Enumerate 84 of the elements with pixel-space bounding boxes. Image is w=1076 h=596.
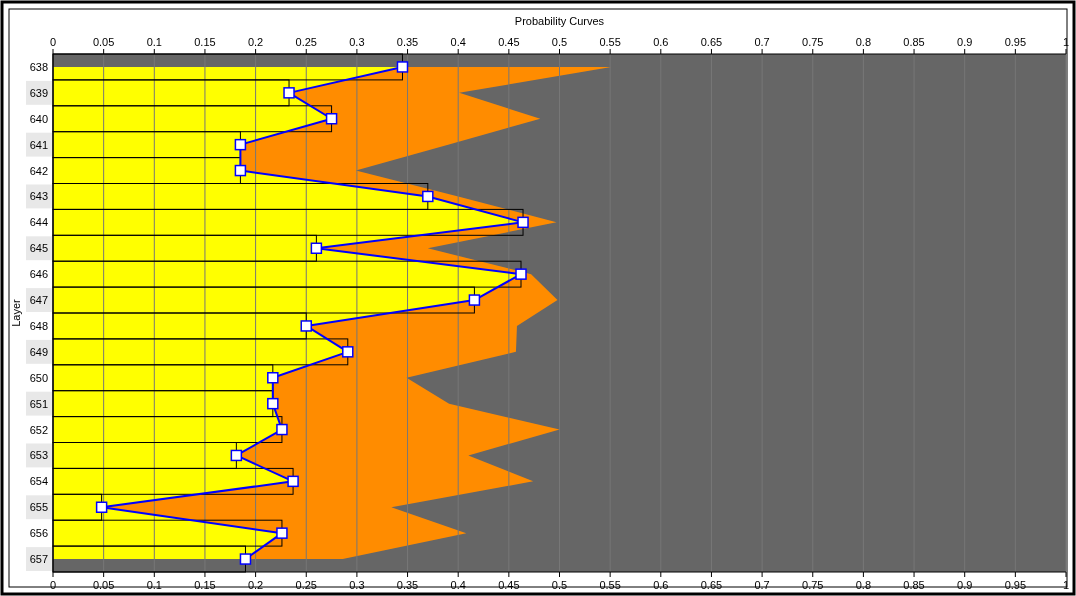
x2-tick-label: 0.4: [450, 579, 466, 591]
x2-tick-label: 0.35: [396, 579, 419, 591]
point: [276, 423, 288, 436]
point: [95, 501, 108, 513]
y-tick-label: 645: [29, 242, 48, 255]
x-tick-label: 1: [1062, 36, 1070, 48]
x-tick-label: 0.05: [92, 36, 115, 48]
x2-tick-label: 0.95: [1004, 579, 1027, 591]
y-tick-label: 655: [29, 501, 48, 514]
y-tick-label: 640: [29, 112, 48, 125]
x2-tick-label: 0.9: [957, 579, 973, 591]
chart-title: Probability Curves: [514, 15, 605, 27]
y-tick-label: 654: [29, 475, 48, 488]
x-tick-label: 0.2: [247, 36, 264, 48]
x-tick-label: 0.35: [396, 36, 419, 48]
x-tick-label: 0.25: [295, 36, 317, 48]
x-tick-label: 0.8: [855, 36, 872, 48]
y-tick-label: 647: [29, 294, 48, 307]
x2-tick-label: 0.3: [349, 579, 365, 591]
point: [515, 268, 527, 280]
y-axis-title: Layer: [10, 298, 22, 327]
y-tick-label: 643: [29, 190, 48, 203]
point: [310, 242, 323, 254]
x2-tick-label: 0.25: [295, 579, 317, 591]
x-tick-label: 0.75: [802, 36, 824, 48]
x2-tick-label: 0.15: [194, 579, 216, 591]
point: [283, 87, 295, 99]
point: [230, 449, 243, 462]
x2-tick-label: 0.5: [551, 579, 568, 591]
x2-tick-label: 0.55: [599, 579, 621, 591]
x2-tick-label: 0.7: [754, 579, 770, 591]
point: [267, 372, 279, 384]
x2-tick-label: 0.8: [855, 579, 872, 591]
x2-tick-label: 0.2: [247, 579, 264, 591]
y-tick-label: 653: [29, 449, 48, 462]
point: [342, 346, 354, 358]
y-tick-label: 639: [29, 86, 48, 99]
x-tick-label: 0.7: [754, 36, 770, 48]
point: [287, 475, 299, 488]
x-tick-label: 0.9: [957, 36, 973, 48]
x-tick-label: 0: [49, 36, 57, 48]
x2-tick-label: 0.6: [653, 579, 669, 591]
x2-tick-label: 0.65: [700, 579, 723, 591]
x2-tick-label: 0: [49, 579, 57, 591]
x-tick-label: 0.95: [1004, 36, 1027, 48]
point: [276, 527, 288, 539]
y-tick-label: 641: [29, 138, 48, 151]
y-tick-label: 656: [29, 527, 48, 540]
y-tick-label: 649: [29, 345, 48, 358]
point: [396, 61, 409, 73]
x-tick-label: 0.5: [551, 36, 568, 48]
x-tick-label: 0.3: [349, 36, 365, 48]
y-tick-label: 650: [29, 371, 48, 384]
point: [517, 216, 529, 229]
point: [468, 294, 481, 306]
y-tick-label: 652: [29, 423, 48, 436]
y-tick-label: 644: [29, 216, 48, 229]
y-tick-label: 642: [29, 164, 48, 177]
point: [422, 190, 434, 203]
point: [234, 164, 247, 177]
x-tick-label: 0.6: [653, 36, 669, 48]
y-tick-label: 651: [29, 397, 48, 410]
x2-tick-label: 0.05: [92, 579, 115, 591]
point: [239, 553, 252, 565]
y-tick-label: 648: [29, 319, 48, 332]
x-tick-label: 0.55: [599, 36, 621, 48]
x2-tick-label: 0.85: [903, 579, 925, 591]
y-tick-label: 638: [29, 60, 48, 73]
x-tick-label: 0.4: [450, 36, 466, 48]
x-tick-label: 0.15: [194, 36, 216, 48]
x2-tick-label: 0.75: [802, 579, 824, 591]
point: [234, 138, 247, 151]
y-tick-label: 657: [29, 553, 48, 566]
x-tick-label: 0.85: [903, 36, 925, 48]
point: [325, 113, 338, 125]
x-tick-label: 0.1: [146, 36, 162, 48]
x-tick-label: 0.45: [498, 36, 520, 48]
point: [300, 320, 312, 332]
x2-tick-label: 0.1: [146, 579, 162, 591]
y-tick-label: 646: [29, 268, 48, 281]
x-tick-label: 0.65: [700, 36, 723, 48]
x2-tick-label: 0.45: [498, 579, 520, 591]
point: [267, 397, 279, 410]
x2-tick-label: 1: [1062, 579, 1070, 591]
